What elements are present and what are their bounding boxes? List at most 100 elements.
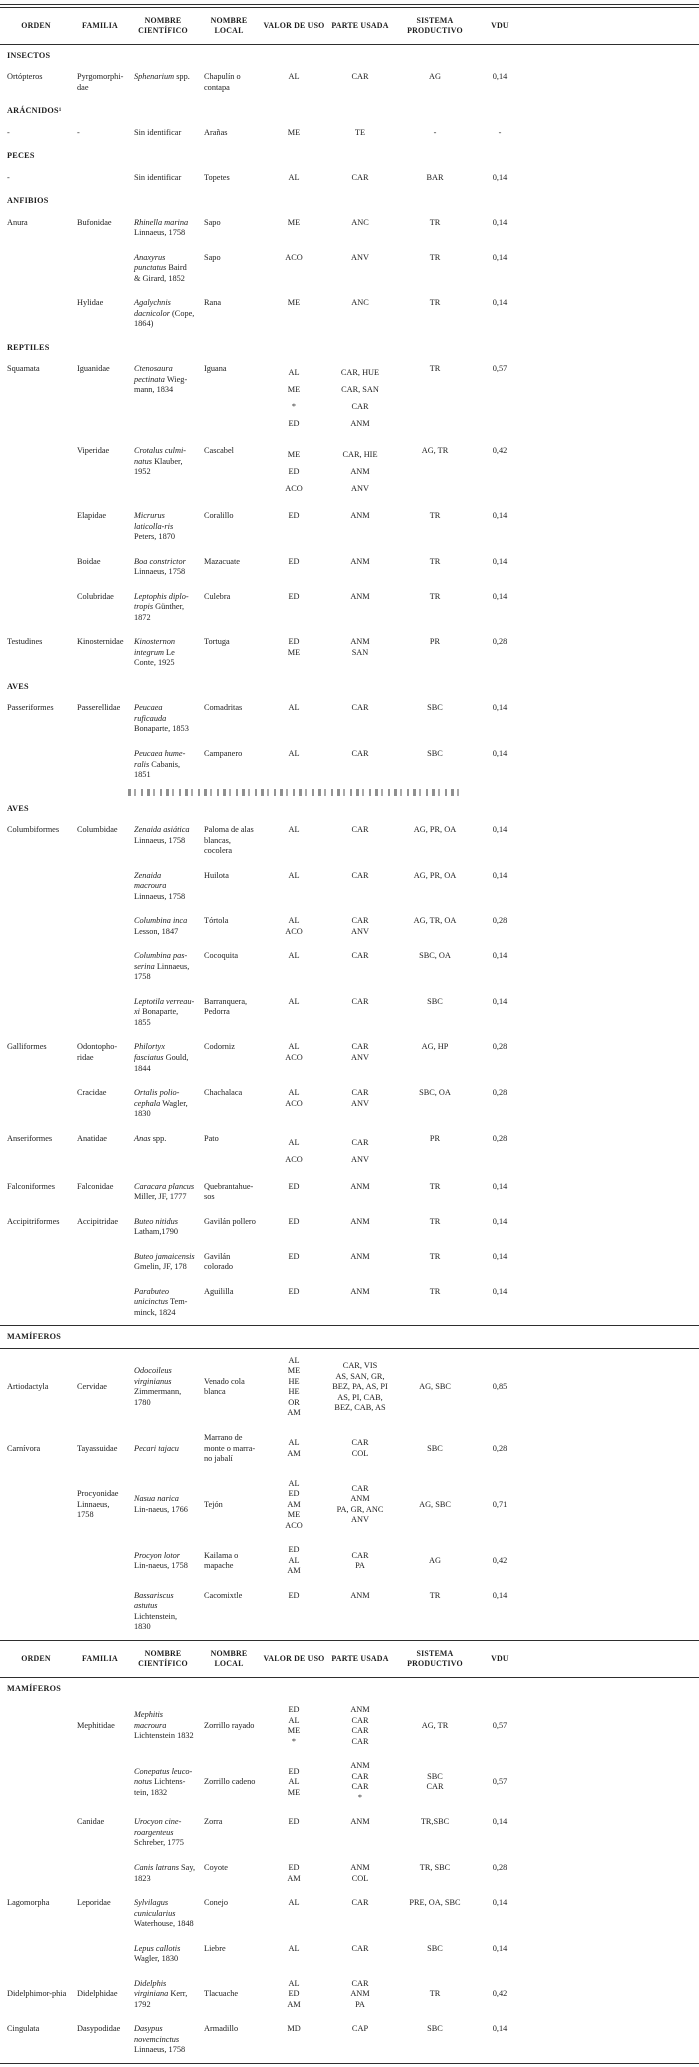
cell-familia: - [77,127,80,137]
table-row: Squamata Iguanidae Ctenosaura pectinata Wi… [0,357,699,439]
table-row: Falconiformes Falconidae Caracara plancus … [0,1175,699,1210]
cell-valor-de-uso: ED [288,1590,300,1600]
author-citation: Le Conte, 1925 [134,647,175,668]
cell-sistema-productivo: TR [429,1590,441,1600]
cell-nombre-cientifico: Procyon lotor Lin-naeus, 1758 [128,1538,198,1584]
cell-parte-usada: ANM COL [350,1862,370,1883]
cell-sistema-productivo: SBC, OA [419,1088,451,1098]
cell-sistema-productivo: SBC, OA [419,951,451,961]
cell-familia [72,246,128,292]
cell-nombre-cientifico: Boa constrictor Linnaeus, 1758 [128,550,198,585]
scientific-name: Lepus callotis [134,1943,181,1953]
cell-nombre-local: Quebrantahue-sos [204,1181,254,1202]
cell-filler [522,1584,699,1641]
cell-valor-de-uso: ED [288,1251,300,1261]
cell-familia: Pyrgomorphi-dae [77,72,124,92]
cell-familia: Kinosternidae [77,637,124,647]
cell-parte-usada: ANC [351,298,369,308]
cell-vdu: 0,42 [492,446,508,456]
cell-valor-de-uso: ED [288,591,300,601]
table-row: Leptotila verreau-xi Bonaparte, 1855 Barr… [0,990,699,1036]
table-row: Artiodactyla Cervidae Odocoileus virginian… [0,1348,699,1426]
cell-nombre-local: Iguana [204,364,227,374]
section-row: AVES [0,798,699,818]
table-row: Lagomorpha Leporidae Sylvilagus cuniculari… [0,1891,699,1937]
cell-valor-de-uso: AL ED AM ME ACO [285,1478,303,1530]
table-row: Buteo jamaicensis Gmelin, JF, 178 Gavilán… [0,1245,699,1280]
table-row: Accipitriformes Accipitridae Buteo nitidus… [0,1210,699,1245]
cell-orden: - [7,127,10,137]
cell-orden [0,1754,72,1810]
cell-sistema-productivo: TR, SBC [419,1862,451,1872]
author-citation: Lichtenstein 1832 [134,1731,194,1741]
cell-valor-de-uso: AL ACO [285,1042,303,1062]
section-label: INSECTOS [7,50,51,60]
cell-sistema-productivo: SBC [427,996,443,1006]
cell-nombre-local: Aguililla [204,1286,234,1296]
cell-vdu: 0,14 [492,511,508,521]
cell-parte-usada: TE [354,127,366,137]
cell-nombre-local: Culebra [204,591,231,601]
col-header-sistema-productivo: SISTEMA PRODUCTIVO [392,7,478,45]
section-row: ANFIBIOS [0,190,699,210]
scientific-name: Urocyon cine-roargenteus [134,1817,182,1837]
cell-nombre-local: Tortuga [204,637,230,647]
cell-nombre-local: Campanero [204,749,243,758]
cell-vdu: 0,14 [492,1286,508,1296]
cell-nombre-cientifico: Sin identificar [128,166,198,191]
cell-familia: Tayassuidae [77,1443,118,1453]
cell-orden [0,1081,72,1127]
cell-parte-usada: ANM SAN [350,637,370,657]
scientific-name: Peucaea hume-ralis [134,749,186,769]
section-label: ARÁCNIDOS¹ [7,106,62,116]
cell-sistema-productivo: AG, PR, OA [413,870,457,880]
section-header: REPTILES [0,337,699,357]
cell-nombre-local: Coralillo [204,511,234,521]
cell-orden [0,944,72,990]
table-row: Galliformes Odontopho-ridae Philortyx fasc… [0,1035,699,1081]
author-citation: Lin-naeus, 1766 [134,1504,188,1514]
cell-vdu: 0,14 [492,951,508,961]
section-row: MAMÍFEROS [0,1677,699,1698]
cell-parte-usada: CAR PA [351,1550,369,1571]
cell-filler [522,357,699,439]
cell-valor-de-uso: ED [288,1286,300,1296]
cell-nombre-cientifico: Sin identificar [128,121,198,146]
cell-sistema-productivo: AG, SBC [419,1382,451,1392]
cell-vdu: 0,42 [492,1555,508,1565]
cell-valor-de-uso: ME [287,298,301,308]
column-header-row: ORDEN FAMILIA NOMBRE CIENTÍFICO NOMBRE L… [0,7,699,45]
section-row: PECES [0,145,699,165]
scientific-name: Dasypus novemcinctus [134,2024,180,2044]
cell-orden: Testudines [7,637,43,647]
cell-vdu: 0,28 [492,1088,508,1098]
cell-filler [522,2017,699,2063]
table-row: Viperidae Crotalus culmi-natus Klauber, 1… [0,439,699,504]
cell-filler [522,121,699,146]
cell-familia [72,909,128,944]
col-header-familia: FAMILIA [72,7,128,45]
author-citation: Klauber, 1952 [134,456,183,477]
cell-nombre-cientifico: Leptotila verreau-xi Bonaparte, 1855 [128,990,198,1036]
scientific-name: Didelphis virginiana [134,1978,169,1999]
cell-parte-usada: ANM [350,591,370,601]
cell-valor-de-uso: ED [288,556,300,566]
cell-filler [522,944,699,990]
cell-nombre-local: Barranquera, Pedorra [204,996,248,1017]
cell-nombre-local: Sapo [204,217,221,227]
table-row: Didelphimor-phia Didelphidae Didelphis vir… [0,1972,699,2018]
cell-filler [522,1698,699,1754]
section-label: AVES [7,682,29,691]
cell-vdu: 0,14 [492,1817,508,1827]
cell-nombre-cientifico: Micrurus laticolla-ris Peters, 1870 [128,504,198,550]
cell-sistema-productivo: AG [429,1555,441,1565]
scientific-name: Crotalus culmi-natus [134,446,187,466]
cell-familia: Boidae [77,556,101,566]
section-label: REPTILES [7,342,50,352]
cell-sistema-productivo: TR [429,252,441,262]
table-row: Mephitidae Mephitis macroura Lichtenstein… [0,1698,699,1754]
page-break-artifact [0,788,699,798]
cell-nombre-local: Rana [204,298,222,308]
cell-vdu: 0,14 [492,1251,508,1261]
table-row: Canis latrans Say, 1823 Coyote ED AM ANM CO… [0,1856,699,1891]
